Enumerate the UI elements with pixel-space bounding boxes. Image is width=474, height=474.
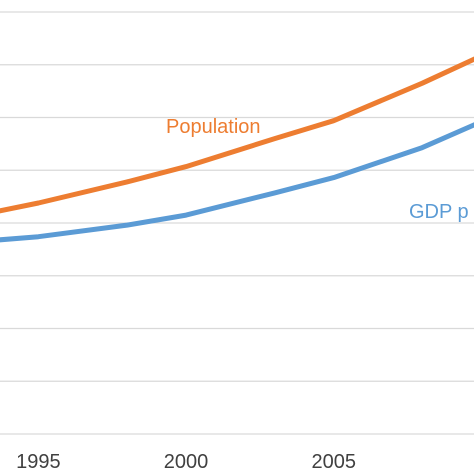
x-tick-label-2005: 2005	[311, 451, 356, 473]
series-label-1: GDP p	[409, 201, 469, 223]
x-axis-tick-labels: 1995 2000 2005	[16, 451, 356, 473]
series-labels: Population GDP p	[166, 116, 469, 223]
x-tick-label-2000: 2000	[164, 451, 209, 473]
gridlines	[0, 11, 474, 435]
series-lines	[0, 56, 474, 243]
series-label-0: Population	[166, 116, 261, 138]
x-tick-label-1995: 1995	[16, 451, 61, 473]
series-line-0	[0, 56, 474, 214]
series-line-1	[0, 122, 474, 243]
